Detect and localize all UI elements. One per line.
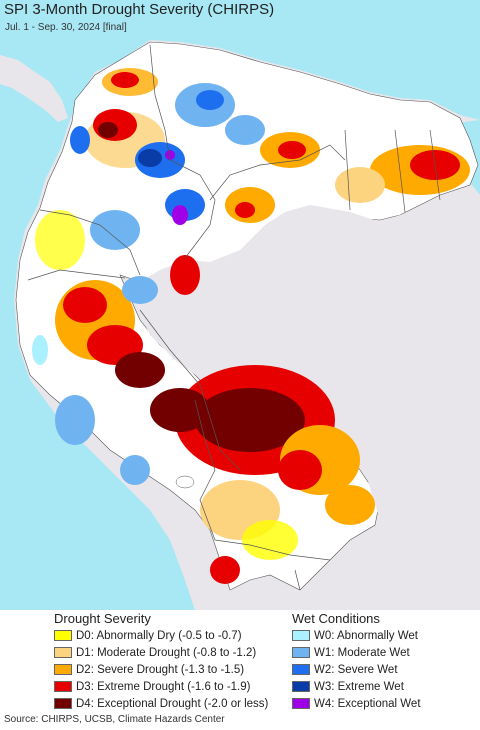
ocean-pacific-caribbean — [0, 0, 480, 610]
legend-label-w0: W0: Abnormally Wet — [314, 629, 418, 642]
legend-label-d0: D0: Abnormally Dry (-0.5 to -0.7) — [76, 629, 242, 642]
legend-item-w4: W4: Exceptional Wet — [292, 695, 421, 712]
legend-label-d3: D3: Extreme Drought (-1.6 to -1.9) — [76, 680, 251, 693]
lake-titicaca — [175, 475, 195, 489]
legend-item-w0: W0: Abnormally Wet — [292, 627, 421, 644]
legend-label-w2: W2: Severe Wet — [314, 663, 398, 676]
wet-legend-title: Wet Conditions — [292, 611, 380, 626]
map-title: SPI 3-Month Drought Severity (CHIRPS) — [4, 1, 275, 18]
legend-item-d3: D3: Extreme Drought (-1.6 to -1.9) — [54, 678, 268, 695]
legend-label-w1: W1: Moderate Wet — [314, 646, 410, 659]
legend-label-w3: W3: Extreme Wet — [314, 680, 404, 693]
legend-item-d4: D4: Exceptional Drought (-2.0 or less) — [54, 695, 268, 712]
legend-label-d1: D1: Moderate Drought (-0.8 to -1.2) — [76, 646, 257, 659]
map-subtitle: Jul. 1 - Sep. 30, 2024 [final] — [5, 22, 127, 33]
legend-swatch-w0 — [292, 630, 310, 641]
legend-label-w4: W4: Exceptional Wet — [314, 697, 421, 710]
legend-swatch-d3 — [54, 681, 72, 692]
legend-swatch-d1 — [54, 647, 72, 658]
country-borders — [27, 44, 441, 591]
drought-map — [0, 0, 480, 610]
legend-swatch-w2 — [292, 664, 310, 675]
legend-swatch-w4 — [292, 698, 310, 709]
legend-label-d4: D4: Exceptional Drought (-2.0 or less) — [76, 697, 269, 710]
legend-swatch-w3 — [292, 681, 310, 692]
drought-legend-title: Drought Severity — [54, 611, 151, 626]
legend-item-w1: W1: Moderate Wet — [292, 644, 421, 661]
legend-item-w2: W2: Severe Wet — [292, 661, 421, 678]
legend-swatch-w1 — [292, 647, 310, 658]
legend-item-d1: D1: Moderate Drought (-0.8 to -1.2) — [54, 644, 268, 661]
legend-label-d2: D2: Severe Drought (-1.3 to -1.5) — [76, 663, 245, 676]
legend-swatch-d0 — [54, 630, 72, 641]
wet-patches — [32, 83, 265, 485]
legend-swatch-d2 — [54, 664, 72, 675]
legend-item-d2: D2: Severe Drought (-1.3 to -1.5) — [54, 661, 268, 678]
central-america-land — [0, 55, 68, 122]
map-canvas — [0, 0, 480, 610]
wet-legend: W0: Abnormally Wet W1: Moderate Wet W2: … — [292, 627, 421, 712]
drought-legend: D0: Abnormally Dry (-0.5 to -0.7) D1: Mo… — [54, 627, 268, 712]
legend-swatch-d4 — [54, 698, 72, 709]
legend-item-w3: W3: Extreme Wet — [292, 678, 421, 695]
source-credit: Source: CHIRPS, UCSB, Climate Hazards Ce… — [4, 714, 225, 725]
legend-item-d0: D0: Abnormally Dry (-0.5 to -0.7) — [54, 627, 268, 644]
